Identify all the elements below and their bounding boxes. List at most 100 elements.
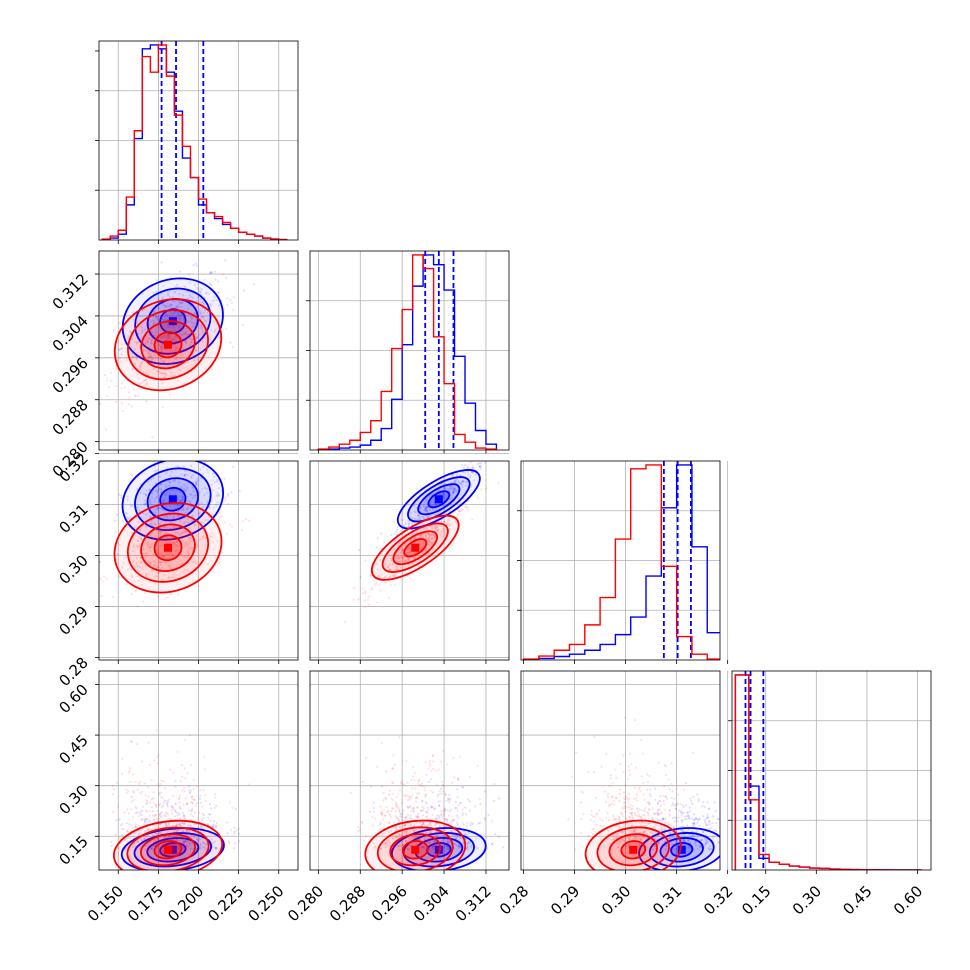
scatter-point	[375, 765, 379, 768]
scatter-point	[148, 324, 151, 327]
scatter-point	[224, 259, 227, 262]
scatter-point	[155, 489, 158, 493]
scatter-point	[684, 782, 688, 785]
scatter-point	[184, 330, 187, 334]
scatter-point	[407, 519, 410, 522]
scatter-point	[191, 338, 194, 341]
scatter-point	[200, 825, 203, 828]
scatter-point	[642, 793, 645, 796]
scatter-point	[180, 473, 183, 476]
scatter-point	[163, 554, 166, 557]
scatter-point	[420, 782, 424, 785]
scatter-point	[169, 552, 173, 555]
scatter-point	[156, 551, 159, 554]
scatter-point	[429, 540, 432, 544]
scatter-point	[141, 805, 145, 808]
scatter-point	[194, 805, 197, 808]
scatter-point	[196, 544, 200, 547]
scatter-point	[154, 535, 157, 539]
scatter-point	[175, 489, 178, 492]
scatter-point	[539, 839, 541, 841]
scatter-point	[196, 296, 200, 299]
scatter-point	[411, 516, 414, 520]
scatter-point	[433, 526, 436, 529]
scatter-point	[149, 353, 152, 356]
scatter-point	[648, 802, 651, 806]
scatter-point	[387, 565, 390, 568]
scatter-point	[177, 839, 180, 842]
scatter-point	[159, 802, 162, 806]
scatter-point	[406, 547, 409, 550]
scatter-point	[178, 326, 181, 329]
scatter-point	[133, 348, 136, 351]
scatter-point	[434, 823, 437, 827]
scatter-point	[143, 499, 146, 502]
scatter-point	[152, 759, 156, 762]
scatter-point	[210, 328, 213, 332]
scatter-point	[156, 545, 159, 548]
scatter-point	[192, 264, 195, 267]
scatter-point	[657, 761, 660, 764]
scatter-point	[724, 806, 726, 808]
scatter-point	[173, 815, 177, 818]
scatter-point	[183, 483, 186, 487]
scatter-point	[691, 824, 694, 827]
scatter-point	[195, 481, 198, 484]
scatter-point	[174, 809, 177, 813]
scatter-point	[210, 535, 213, 539]
scatter-point	[177, 510, 180, 513]
scatter-point	[436, 529, 439, 532]
scatter-point	[153, 839, 156, 842]
scatter-point	[434, 528, 437, 531]
scatter-point	[194, 521, 197, 525]
scatter-point	[430, 542, 434, 545]
scatter-point	[601, 819, 604, 822]
scatter-point	[178, 801, 181, 804]
scatter-point	[184, 342, 187, 345]
scatter-point	[456, 823, 459, 827]
scatter-point	[679, 811, 683, 814]
scatter-point	[620, 812, 623, 815]
scatter-point	[654, 798, 657, 802]
scatter-point	[167, 325, 170, 328]
scatter-point	[484, 461, 487, 464]
scatter-point	[697, 800, 700, 803]
scatter-point	[206, 501, 209, 505]
scatter-point	[434, 518, 437, 521]
scatter-point	[133, 526, 137, 529]
scatter-point	[723, 839, 725, 841]
scatter-point	[657, 808, 660, 811]
scatter-point	[212, 841, 215, 844]
scatter-point	[100, 594, 103, 598]
scatter-point	[198, 290, 201, 293]
scatter-point	[156, 519, 160, 522]
scatter-point	[444, 486, 447, 490]
scatter-point	[396, 544, 400, 548]
scatter-point	[163, 799, 166, 802]
scatter-point	[430, 493, 434, 496]
scatter-point	[421, 535, 424, 538]
scatter-point	[182, 840, 185, 843]
scatter-point	[112, 810, 115, 813]
scatter-point	[178, 797, 181, 800]
scatter-point	[455, 837, 458, 840]
scatter-point	[152, 801, 155, 804]
scatter-point	[214, 823, 218, 827]
scatter-point	[428, 848, 431, 851]
scatter-point	[185, 802, 189, 806]
scatter-point	[575, 751, 578, 754]
scatter-point	[493, 799, 496, 803]
scatter-point	[209, 820, 212, 823]
scatter-point	[125, 583, 129, 586]
scatter-point	[137, 394, 140, 397]
scatter-point	[454, 478, 457, 482]
scatter-point	[178, 504, 181, 507]
scatter-point	[125, 788, 128, 791]
scatter-point	[144, 493, 148, 496]
scatter-point	[221, 551, 224, 554]
scatter-point	[172, 542, 175, 545]
scatter-point	[476, 458, 478, 460]
scatter-point	[170, 593, 173, 596]
scatter-point	[424, 549, 427, 552]
scatter-point	[430, 778, 433, 781]
